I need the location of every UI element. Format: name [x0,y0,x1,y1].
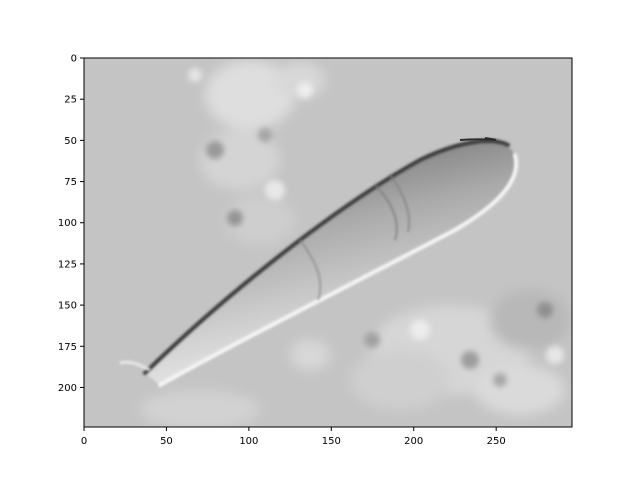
y-axis: 0 25 50 75 100 125 150 175 200 [58,54,84,394]
y-tick-label: 75 [64,177,77,188]
x-axis: 0 50 100 150 200 250 [81,427,506,447]
x-tick-label: 0 [81,436,87,447]
y-tick-label: 50 [64,136,77,147]
x-tick-label: 50 [160,436,173,447]
y-tick-label: 0 [71,54,77,65]
y-tick-label: 125 [58,259,77,270]
x-tick-label: 200 [404,436,423,447]
x-tick-label: 150 [322,436,341,447]
debris-cluster-lower-right [350,290,570,415]
micrograph-image [84,58,572,427]
y-tick-label: 200 [58,383,77,394]
x-tick-label: 100 [239,436,258,447]
y-tick-label: 150 [58,301,77,312]
axes-frame [83,57,573,428]
y-tick-label: 25 [64,95,77,106]
debris-cluster-lower-left [140,340,330,427]
y-tick-label: 175 [58,342,77,353]
debris-speckles [188,68,564,387]
cell-body [119,137,519,387]
x-tick-label: 250 [487,436,506,447]
debris-cluster-upper [200,60,325,245]
y-tick-label: 100 [58,218,77,229]
